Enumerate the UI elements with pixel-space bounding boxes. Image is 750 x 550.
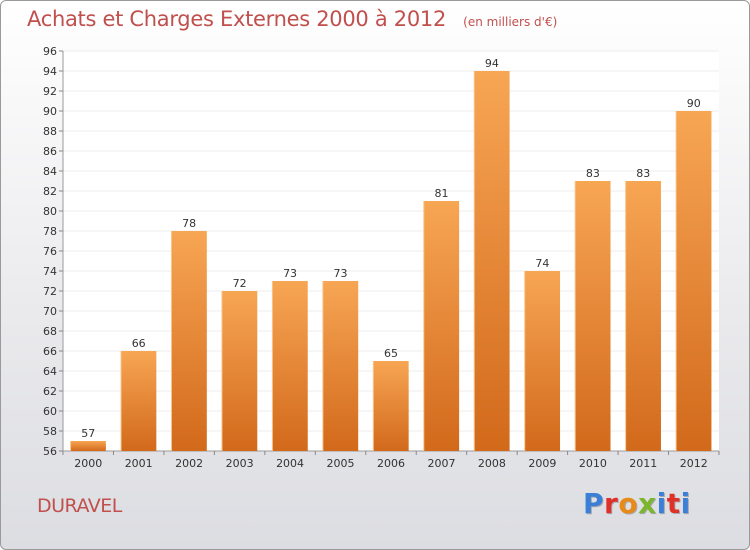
x-tick-label: 2011 [629, 457, 657, 470]
x-tick-label: 2009 [528, 457, 556, 470]
logo-letter: t [666, 487, 681, 520]
y-tick-label: 78 [43, 225, 57, 238]
y-tick-label: 84 [43, 165, 57, 178]
x-tick-label: 2006 [377, 457, 405, 470]
x-tick-label: 2005 [327, 457, 355, 470]
x-tick-label: 2004 [276, 457, 304, 470]
bar-2007 [423, 201, 460, 451]
data-label: 78 [182, 217, 196, 230]
bar-2000 [70, 441, 106, 451]
bar-2004 [272, 281, 308, 451]
y-tick-label: 88 [43, 125, 57, 138]
y-tick-label: 92 [43, 85, 57, 98]
data-label: 73 [283, 267, 297, 280]
logo-letter: r [604, 487, 619, 520]
bars [70, 71, 712, 451]
bar-2012 [676, 111, 712, 451]
x-tick-label: 2002 [175, 457, 203, 470]
x-axis-ticks: 2000 2001 2002 2003 2004 2005 2006 2007 2008 2009… [62, 451, 720, 470]
data-label: 72 [233, 277, 247, 290]
x-tick-label: 2012 [680, 457, 708, 470]
y-tick-label: 64 [43, 365, 57, 378]
y-tick-label: 90 [43, 105, 57, 118]
data-label: 94 [485, 57, 499, 70]
y-tick-label: 62 [43, 385, 57, 398]
logo-letter: i [656, 487, 667, 520]
data-label: 74 [535, 257, 549, 270]
y-tick-label: 80 [43, 205, 57, 218]
x-tick-label: 2000 [74, 457, 102, 470]
proxiti-logo: Proxiti [583, 487, 691, 520]
data-label: 83 [586, 167, 600, 180]
y-tick-label: 72 [43, 285, 57, 298]
y-tick-label: 74 [43, 265, 57, 278]
bar-2005 [322, 281, 359, 451]
logo-letter: P [583, 487, 605, 520]
data-label: 90 [687, 97, 701, 110]
data-label: 73 [334, 267, 348, 280]
x-tick-label: 2008 [478, 457, 506, 470]
x-tick-label: 2010 [579, 457, 607, 470]
y-tick-label: 94 [43, 65, 57, 78]
x-tick-label: 2001 [125, 457, 153, 470]
y-tick-label: 60 [43, 405, 57, 418]
logo-letter: o [618, 487, 639, 520]
data-label: 83 [636, 167, 650, 180]
chart-unit: (en milliers d'€) [463, 15, 558, 29]
y-axis-ticks: 56 58 60 62 64 66 68 70 72 74 76 78 80 82 84 86 88 90 92 94… [43, 45, 63, 458]
chart-title: Achats et Charges Externes 2000 à 2012 [27, 7, 447, 31]
bar-2009 [524, 271, 561, 451]
y-tick-label: 76 [43, 245, 57, 258]
y-tick-label: 56 [43, 445, 57, 458]
y-tick-label: 70 [43, 305, 57, 318]
logo-letter: i [680, 487, 691, 520]
y-tick-label: 58 [43, 425, 57, 438]
y-tick-label: 68 [43, 325, 57, 338]
data-label: 66 [132, 337, 146, 350]
x-tick-label: 2007 [427, 457, 455, 470]
data-label: 57 [81, 427, 95, 440]
y-tick-label: 86 [43, 145, 57, 158]
logo-letter: x [638, 487, 657, 520]
bar-2003 [221, 291, 258, 451]
bar-2010 [575, 181, 611, 451]
title-row: Achats et Charges Externes 2000 à 2012 (… [27, 7, 557, 31]
bar-2006 [373, 361, 409, 451]
place-name: DURAVEL [37, 495, 122, 517]
data-label: 65 [384, 347, 398, 360]
y-tick-label: 96 [43, 45, 57, 58]
bar-2002 [171, 231, 207, 451]
x-tick-label: 2003 [226, 457, 254, 470]
y-tick-label: 66 [43, 345, 57, 358]
bar-2001 [121, 351, 157, 451]
data-labels: 57 66 78 72 73 73 65 81 94 74 83 83 90 [81, 57, 701, 440]
y-tick-label: 82 [43, 185, 57, 198]
bar-2011 [625, 181, 661, 451]
bar-2008 [474, 71, 510, 451]
data-label: 81 [434, 187, 448, 200]
